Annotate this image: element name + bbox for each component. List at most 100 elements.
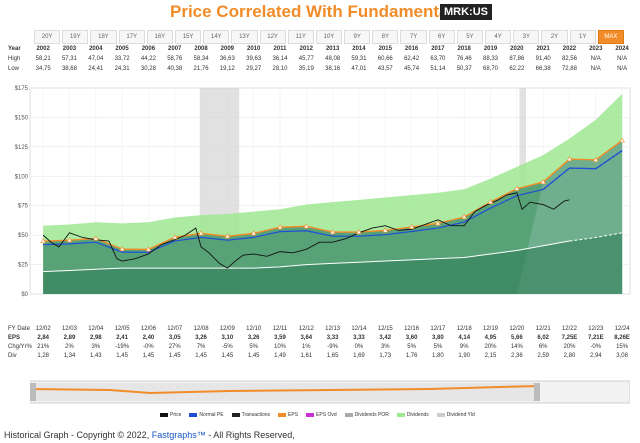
page-title: Price Correlated With Fundamentals	[170, 2, 463, 21]
chg-row: Chg/Yr% 21% 2% 3% -19% -0% 27% 7% -5% 5% 10% 1% -9% 0…	[8, 344, 638, 353]
low-cell: 72,88	[561, 66, 577, 72]
period-button-17y[interactable]: 17Y	[118, 30, 145, 44]
period-button-2y[interactable]: 2Y	[541, 30, 568, 44]
period-button-6y[interactable]: 6Y	[428, 30, 455, 44]
chg-label: Chg/Yr%	[8, 344, 33, 350]
div-cell: 2,94	[589, 353, 602, 359]
low-cell: 45,74	[404, 66, 420, 72]
low-cell: 47,01	[351, 66, 367, 72]
legend-swatch	[436, 413, 445, 417]
legend-item[interactable]: Dividend Yld	[436, 412, 475, 418]
fy-date-cell: 12/13	[325, 326, 341, 332]
scrollbar-handle-right[interactable]	[534, 383, 540, 401]
period-button-10y[interactable]: 10Y	[315, 30, 343, 44]
year-label: Year	[8, 46, 21, 52]
period-button-12y[interactable]: 12Y	[259, 30, 286, 44]
fy-date-cell: 12/24	[614, 326, 630, 332]
fy-date-cell: 12/08	[193, 326, 209, 332]
chg-cell: 7%	[196, 344, 206, 350]
high-cell: N/A	[617, 56, 628, 62]
high-cell: 47,04	[88, 56, 104, 62]
legend-swatch	[189, 413, 198, 417]
fy-date-cell: 12/12	[298, 326, 314, 332]
period-button-1y[interactable]: 1Y	[569, 30, 596, 44]
fy-date-cell: 12/22	[561, 326, 577, 332]
scrollbar-window[interactable]	[30, 383, 540, 401]
fy-date-cell: 12/16	[404, 326, 420, 332]
period-button-11y[interactable]: 11Y	[287, 30, 314, 44]
low-cell: 66,38	[535, 66, 551, 72]
y-tick-label: $100	[15, 174, 29, 180]
fy-date-cell: 12/04	[88, 326, 104, 332]
eps-cell: 3,10	[221, 335, 234, 341]
eps-cell: 2,40	[142, 335, 155, 341]
eps-cell: 2,84	[37, 335, 49, 341]
chg-cell: 15%	[616, 344, 629, 350]
fy-date-cell: 12/07	[167, 326, 183, 332]
legend-item[interactable]: Normal PE	[189, 412, 224, 418]
div-cell: 1,69	[353, 353, 365, 359]
legend-item[interactable]: Dividends POR	[344, 412, 389, 418]
period-button-7y[interactable]: 7Y	[400, 30, 427, 44]
eps-cell: 2,41	[116, 335, 128, 341]
period-button-19y[interactable]: 19Y	[62, 30, 89, 44]
period-button-20y[interactable]: 20Y	[34, 30, 61, 44]
chg-cell: 3%	[91, 344, 101, 350]
legend-item[interactable]: Dividends	[396, 412, 429, 418]
chg-cell: 0%	[354, 344, 364, 350]
period-button-13y[interactable]: 13Y	[231, 30, 258, 44]
legend-item[interactable]: EPS Ovd	[306, 412, 337, 418]
chg-cell: -9%	[327, 344, 338, 350]
period-button-max[interactable]: MAX	[597, 30, 624, 44]
legend-swatch	[306, 413, 315, 417]
period-button-14y[interactable]: 14Y	[203, 30, 230, 44]
low-cell: 40,38	[167, 66, 183, 72]
high-row: High 58,21 57,31 47,04 33,72 44,22 58,76 58,34 3…	[8, 56, 638, 66]
period-button-18y[interactable]: 18Y	[90, 30, 117, 44]
div-cell: 1,45	[142, 353, 155, 359]
high-cell: 87,86	[509, 56, 525, 62]
legend-item[interactable]: Price	[160, 412, 181, 418]
low-cell: 35,19	[298, 66, 314, 72]
low-row: Low 34,75 38,68 24,41 24,31 30,28 40,38 21,76 19…	[8, 66, 638, 76]
low-cell: 62,22	[509, 66, 525, 72]
fy-date-cell: 12/06	[140, 326, 156, 332]
eps-marker	[198, 230, 204, 236]
low-cell: 30,28	[140, 66, 156, 72]
fy-date-cell: 12/05	[114, 326, 130, 332]
period-button-5y[interactable]: 5Y	[456, 30, 483, 44]
period-button-15y[interactable]: 15Y	[174, 30, 202, 44]
eps-marker	[119, 246, 125, 252]
chg-cell: 20%	[484, 344, 497, 350]
eps-cell: 3,80	[432, 335, 444, 341]
fastgraphs-link[interactable]: Fastgraphs™	[151, 430, 206, 440]
period-button-9y[interactable]: 9Y	[344, 30, 371, 44]
period-button-8y[interactable]: 8Y	[372, 30, 399, 44]
year-cell: 2023	[589, 46, 603, 52]
period-button-4y[interactable]: 4Y	[485, 30, 512, 44]
chg-cell: 5%	[433, 344, 443, 350]
eps-marker	[356, 228, 362, 235]
eps-marker	[66, 237, 73, 243]
eps-marker	[145, 246, 152, 252]
dividends-por-forecast	[569, 232, 623, 242]
chg-cell: -0%	[143, 344, 154, 350]
low-cell: N/A	[617, 66, 628, 72]
scrollbar-handle-left[interactable]	[30, 383, 36, 401]
period-button-16y[interactable]: 16Y	[146, 30, 173, 44]
div-cell: 1,45	[116, 353, 128, 359]
year-row: Year 2002 2003 2004 2005 2006 2007 2008 2009 2010…	[8, 46, 638, 56]
range-scrollbar[interactable]	[30, 379, 630, 405]
div-cell: 1,80	[432, 353, 444, 359]
legend-item[interactable]: Transactions	[231, 412, 270, 418]
legend-label: Price	[170, 412, 182, 418]
chg-cell: -0%	[590, 344, 602, 350]
eps-marker	[435, 220, 441, 226]
chg-cell: 9%	[459, 344, 469, 350]
low-cell: 38,68	[61, 66, 77, 72]
year-cell: 2003	[62, 46, 77, 52]
high-cell: 91,40	[535, 56, 551, 62]
legend-item[interactable]: EPS	[278, 412, 298, 418]
price-line	[42, 192, 570, 269]
period-button-3y[interactable]: 3Y	[513, 30, 540, 44]
